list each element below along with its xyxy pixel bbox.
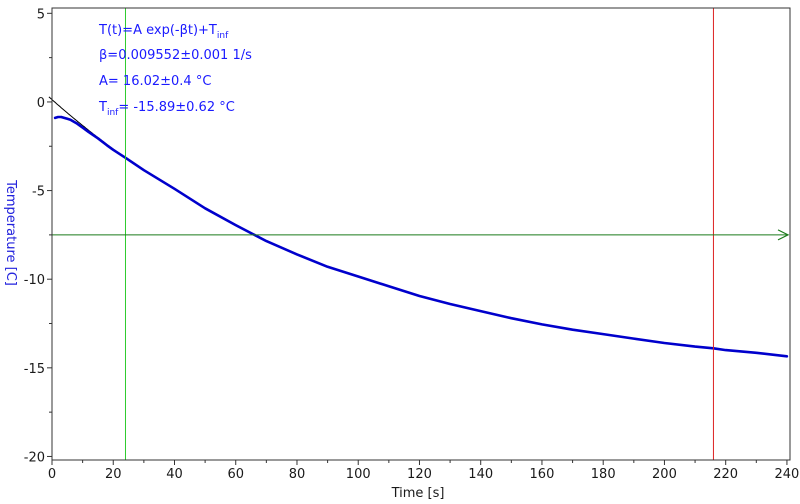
y-tick-label--5: -5: [32, 185, 45, 200]
plot-frame: [51, 7, 791, 461]
x-tick-label-140: 140: [468, 467, 493, 482]
marker-lines: [52, 8, 790, 460]
x-tick-label-200: 200: [652, 467, 677, 482]
horizontal-cursor-arrow: [777, 229, 790, 241]
ticks: 0 20 40 60 80 100 120 140 160 180 200 220 240 5 0 -5 -10…: [24, 7, 800, 482]
x-tick-label-120: 120: [407, 467, 432, 482]
plot-area: [48, 96, 789, 358]
x-tick-label-60: 60: [227, 467, 244, 482]
x-tick-label-40: 40: [166, 467, 183, 482]
x-tick-label-20: 20: [105, 467, 122, 482]
y-tick-label-5: 5: [37, 7, 45, 22]
x-tick-label-240: 240: [775, 467, 800, 482]
x-tick-label-160: 160: [530, 467, 555, 482]
x-tick-label-220: 220: [713, 467, 738, 482]
fit-equation: T(t)=A exp(-βt)+Tinf: [98, 23, 229, 41]
y-tick-label--20: -20: [24, 450, 45, 465]
y-tick-label-0: 0: [37, 96, 45, 111]
fit-annotation: T(t)=A exp(-βt)+Tinf β=0.009552±0.001 1/…: [98, 23, 252, 118]
fit-tinf: Tinf= -15.89±0.62 °C: [98, 100, 235, 118]
x-axis-label: Time [s]: [391, 486, 445, 501]
fit-beta: β=0.009552±0.001 1/s: [99, 48, 252, 63]
fit-amplitude: A= 16.02±0.4 °C: [99, 74, 211, 89]
y-tick-label--15: -15: [24, 362, 45, 377]
data-series-0: [53, 115, 789, 358]
axes: [51, 7, 791, 461]
x-tick-label-100: 100: [346, 467, 371, 482]
x-tick-label-80: 80: [289, 467, 306, 482]
y-axis-label: Temperature [C]: [3, 179, 18, 286]
x-tick-label-180: 180: [591, 467, 616, 482]
x-tick-label-0: 0: [48, 467, 56, 482]
y-tick-label--10: -10: [24, 273, 45, 288]
